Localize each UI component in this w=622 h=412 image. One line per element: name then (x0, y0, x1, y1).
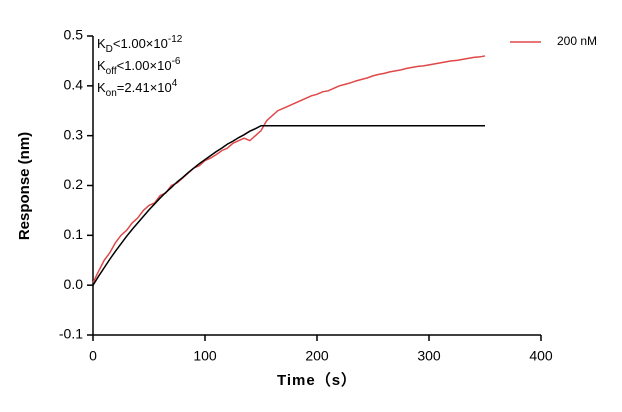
annotation-sub: on (106, 88, 117, 99)
series-line (92, 124, 485, 286)
annotation: Kon=2.41×104 (97, 78, 178, 99)
y-tick-label: 0.5 (64, 27, 84, 43)
annotation: Koff<1.00×10-6 (97, 56, 181, 77)
annotation-main: K (97, 58, 106, 73)
y-axis-label: Response (nm) (16, 132, 33, 240)
y-tick-label: -0.1 (59, 326, 83, 342)
x-tick-label: 0 (89, 348, 97, 364)
x-tick-label: 200 (305, 348, 329, 364)
x-tick-label: 300 (417, 348, 441, 364)
y-tick-label: 0.4 (64, 77, 84, 93)
y-tick-label: 0.2 (64, 176, 84, 192)
annotation: KD<1.00×10-12 (97, 34, 183, 55)
annotation-main: K (97, 80, 106, 95)
x-axis-label: Time（s） (277, 371, 357, 389)
annotation-sub: D (106, 44, 113, 55)
series-line (92, 55, 486, 284)
x-tick-label: 100 (193, 348, 217, 364)
annotation-sub: off (106, 66, 117, 77)
annotation-sup: -12 (168, 34, 183, 45)
annotation-rest: <1.00×10 (117, 58, 172, 73)
legend-label: 200 nM (557, 34, 597, 48)
annotation-sup: 4 (172, 78, 178, 89)
x-tick-label: 400 (529, 348, 553, 364)
annotation-main: K (97, 36, 106, 51)
annotation-sup: -6 (172, 56, 181, 67)
annotation-rest: =2.41×10 (117, 80, 172, 95)
annotation-rest: <1.00×10 (113, 36, 168, 51)
y-tick-label: 0.1 (64, 226, 84, 242)
y-tick-label: 0.3 (64, 126, 84, 142)
y-tick-label: 0.0 (64, 276, 84, 292)
